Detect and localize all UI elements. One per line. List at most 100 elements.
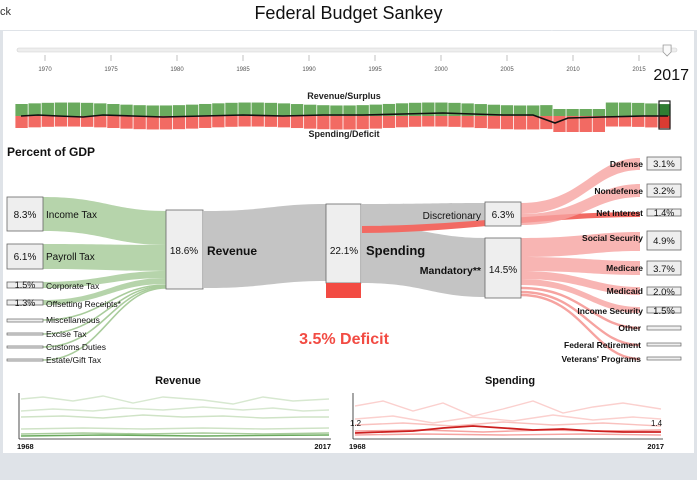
strip-revenue-bar[interactable] <box>290 104 304 116</box>
strip-revenue-bar[interactable] <box>540 105 553 116</box>
strip-spending-bar[interactable] <box>317 116 330 130</box>
strip-revenue-bar[interactable] <box>605 102 619 116</box>
strip-spending-bar[interactable] <box>553 116 566 132</box>
strip-spending-bar[interactable] <box>605 116 619 127</box>
strip-spending-bar[interactable] <box>172 116 186 130</box>
strip-revenue-bar[interactable] <box>317 105 330 116</box>
strip-spending-bar[interactable] <box>41 116 54 127</box>
back-link[interactable]: ck <box>0 6 11 18</box>
source-corporate-tax[interactable]: 1.5% Corporate Tax <box>6 280 100 291</box>
strip-revenue-bar[interactable] <box>435 102 448 116</box>
strip-revenue-bar[interactable] <box>330 105 343 116</box>
strip-spending-bar[interactable] <box>461 116 474 128</box>
mandatory-node[interactable]: 14.5% Mandatory** <box>420 237 522 299</box>
strip-spending-bar[interactable] <box>290 116 304 129</box>
strip-revenue-bar[interactable] <box>395 103 409 116</box>
strip-revenue-bar[interactable] <box>356 105 369 116</box>
strip-spending-bar[interactable] <box>28 116 41 128</box>
strip-spending-bar[interactable] <box>54 116 68 127</box>
source-customs-duties[interactable]: Customs Duties <box>6 342 106 352</box>
strip-spending-bar[interactable] <box>277 116 291 128</box>
strip-revenue-bar[interactable] <box>212 103 225 116</box>
strip-spending-bar[interactable] <box>330 116 343 130</box>
source-estate-gift-tax[interactable]: Estate/Gift Tax <box>6 355 102 365</box>
strip-revenue-bar[interactable] <box>159 105 173 116</box>
strip-spending-bar[interactable] <box>579 116 592 132</box>
strip-spending-bar[interactable] <box>146 116 159 130</box>
strip-spending-bar[interactable] <box>94 116 107 128</box>
source-offsetting-receipts[interactable]: 1.3% Offsetting Receipts* <box>6 298 122 309</box>
output-nondefense[interactable]: Nondefense 3.2% <box>594 183 682 198</box>
strip-spending-bar[interactable] <box>133 116 146 130</box>
strip-spending-bar[interactable] <box>566 116 579 132</box>
spending-node[interactable]: 22.1% Spending <box>325 203 425 298</box>
output-other[interactable]: Other <box>618 323 682 333</box>
strip-revenue-bar[interactable] <box>343 105 356 116</box>
strip-revenue-bar[interactable] <box>369 104 382 116</box>
strip-revenue-bar[interactable] <box>81 102 94 116</box>
strip-revenue-bar[interactable] <box>645 103 658 116</box>
strip-spending-bar[interactable] <box>658 116 671 129</box>
strip-spending-bar[interactable] <box>395 116 409 128</box>
strip-revenue-bar[interactable] <box>566 109 579 116</box>
strip-revenue-bar[interactable] <box>277 103 291 116</box>
source-payroll-tax[interactable]: 6.1% Payroll Tax <box>6 243 95 270</box>
strip-spending-bar[interactable] <box>343 116 356 130</box>
strip-revenue-bar[interactable] <box>382 103 396 116</box>
strip-revenue-bar[interactable] <box>251 102 264 116</box>
strip-spending-bar[interactable] <box>527 116 540 130</box>
strip-revenue-bar[interactable] <box>15 104 28 116</box>
strip-revenue-bar[interactable] <box>487 104 501 116</box>
output-social-security[interactable]: Social Security 4.9% <box>582 230 682 251</box>
strip-revenue-bar[interactable] <box>658 104 671 116</box>
strip-spending-bar[interactable] <box>238 116 251 127</box>
strip-revenue-bar[interactable] <box>54 102 68 116</box>
strip-spending-bar[interactable] <box>264 116 277 127</box>
strip-revenue-bar[interactable] <box>513 105 527 116</box>
strip-spending-bar[interactable] <box>382 116 396 128</box>
strip-revenue-bar[interactable] <box>133 105 146 116</box>
timeline-track[interactable] <box>16 47 678 53</box>
strip-revenue-bar[interactable] <box>120 104 133 116</box>
strip-spending-bar[interactable] <box>474 116 487 129</box>
strip-spending-bar[interactable] <box>592 116 605 132</box>
source-miscellaneous[interactable]: Miscellaneous <box>6 315 100 325</box>
strip-revenue-bar[interactable] <box>264 102 277 116</box>
strip-spending-bar[interactable] <box>225 116 238 127</box>
strip-spending-bar[interactable] <box>107 116 120 129</box>
strip-revenue-bar[interactable] <box>579 109 592 116</box>
strip-revenue-bar[interactable] <box>199 103 212 116</box>
strip-spending-bar[interactable] <box>422 116 435 127</box>
strip-spending-bar[interactable] <box>15 116 28 128</box>
output-income-security[interactable]: Income Security 1.5% <box>577 306 682 317</box>
strip-revenue-bar[interactable] <box>527 105 540 116</box>
revenue-node[interactable]: 18.6% Revenue <box>165 209 257 290</box>
strip-spending-bar[interactable] <box>185 116 199 129</box>
strip-spending-bar[interactable] <box>199 116 212 128</box>
output-defense[interactable]: Defense 3.1% <box>610 156 682 171</box>
strip-spending-bar[interactable] <box>500 116 514 130</box>
strip-spending-bar[interactable] <box>67 116 81 127</box>
strip-spending-bar[interactable] <box>356 116 369 130</box>
strip-spending-bar[interactable] <box>369 116 382 129</box>
strip-revenue-bar[interactable] <box>500 105 514 116</box>
output-federal-retirement[interactable]: Federal Retirement <box>564 340 682 350</box>
strip-spending-bar[interactable] <box>435 116 448 127</box>
strip-spending-bar[interactable] <box>304 116 317 129</box>
strip-revenue-bar[interactable] <box>592 109 605 116</box>
source-excise-tax[interactable]: Excise Tax <box>6 329 87 339</box>
strip-spending-bar[interactable] <box>81 116 94 127</box>
strip-spending-bar[interactable] <box>618 116 632 127</box>
strip-spending-bar[interactable] <box>513 116 527 130</box>
strip-revenue-bar[interactable] <box>618 102 632 116</box>
strip-revenue-bar[interactable] <box>553 109 566 116</box>
output-medicare[interactable]: Medicare 3.7% <box>606 260 682 276</box>
strip-spending-bar[interactable] <box>212 116 225 128</box>
strip-spending-bar[interactable] <box>487 116 501 129</box>
discretionary-node[interactable]: 6.3% Discretionary <box>423 201 522 227</box>
strip-revenue-bar[interactable] <box>474 104 487 116</box>
strip-revenue-bar[interactable] <box>185 104 199 116</box>
strip-revenue-bar[interactable] <box>94 103 107 116</box>
strip-revenue-bar[interactable] <box>238 102 251 116</box>
strip-spending-bar[interactable] <box>120 116 133 129</box>
